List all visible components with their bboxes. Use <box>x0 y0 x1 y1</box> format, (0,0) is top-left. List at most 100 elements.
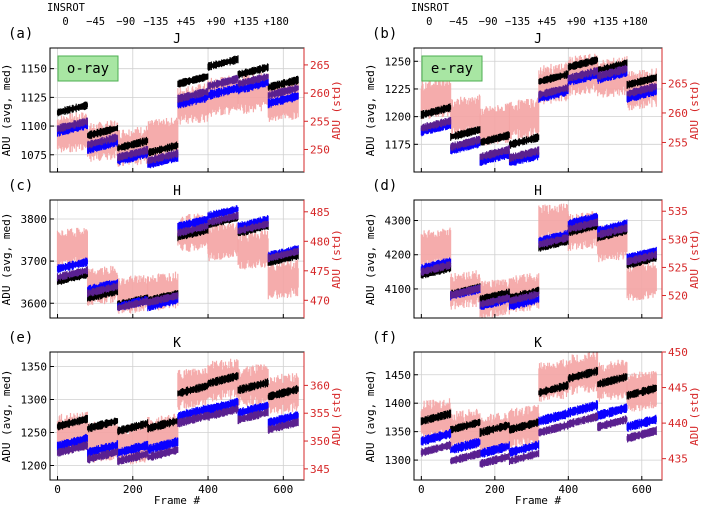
ytick-left-label: 4300 <box>385 215 412 228</box>
y-axis-label-left: ADU (avg, med) <box>364 213 377 306</box>
std-series-block <box>626 262 657 301</box>
ytick-right-label: 260 <box>668 107 688 120</box>
med-alt-series-block <box>117 146 149 161</box>
ytick-right-label: 525 <box>668 261 688 274</box>
ytick-right-label: 350 <box>310 435 330 448</box>
y-axis-label-left: ADU (avg, med) <box>364 370 377 463</box>
med-series-block <box>597 219 628 235</box>
insrot-tick: −90 <box>116 16 135 28</box>
med-alt-series-block <box>479 294 510 309</box>
avg-series-block <box>207 372 239 388</box>
avg-series-block <box>267 75 299 91</box>
med-alt-series-block <box>117 297 149 311</box>
med-series-block <box>177 216 209 231</box>
ytick-right-label: 345 <box>310 463 330 476</box>
std-series-block <box>147 271 179 311</box>
y-axis-label-left: ADU (avg, med) <box>0 64 13 157</box>
med-alt-series-block <box>87 282 119 298</box>
avg-series-block <box>237 378 269 394</box>
avg-series-block <box>87 417 119 433</box>
ytick-left-label: 1200 <box>21 459 48 472</box>
panel-label: (d) <box>372 178 397 194</box>
med-alt-series-block <box>237 408 269 425</box>
avg-series-block <box>56 101 88 117</box>
avg-series-block <box>508 133 540 149</box>
y-axis-label-right: ADU (std) <box>688 386 701 446</box>
med-alt-series-block <box>177 411 209 428</box>
med-alt-series-block <box>56 117 88 132</box>
y-axis-label-right: ADU (std) <box>330 386 343 446</box>
panel-d <box>413 199 666 319</box>
med-series-block <box>56 433 88 451</box>
std-series-block <box>508 97 540 140</box>
insrot-tick: +90 <box>567 16 586 28</box>
panel-label: (e) <box>8 330 33 346</box>
med-alt-series-block <box>626 83 657 97</box>
insrot-tick: +135 <box>593 16 618 28</box>
ytick-right-label: 475 <box>310 265 330 278</box>
med-series-block <box>177 93 209 109</box>
avg-series-block <box>237 63 269 79</box>
insrot-tick: +45 <box>537 16 556 28</box>
avg-series-block <box>87 125 119 139</box>
legend-text: o-ray <box>67 61 109 77</box>
avg-series-block <box>177 73 209 88</box>
std-series-block <box>538 359 569 402</box>
med-alt-series-block <box>87 448 119 464</box>
insrot-label: INSROT <box>47 2 86 14</box>
xtick-label: 600 <box>632 483 652 496</box>
ytick-left-label: 4100 <box>385 283 412 296</box>
med-alt-series-block <box>597 64 628 80</box>
med-alt-series-block <box>538 420 569 437</box>
med-alt-series-block <box>597 415 628 432</box>
med-series-block <box>420 428 452 446</box>
ytick-left-label: 1350 <box>21 361 48 374</box>
med-alt-series-block <box>267 84 299 99</box>
ytick-right-label: 435 <box>668 453 688 466</box>
med-alt-series <box>56 211 299 311</box>
ytick-left-label: 1300 <box>21 394 48 407</box>
ytick-right-label: 265 <box>668 77 688 90</box>
avg-series-block <box>567 366 599 383</box>
std-series-block <box>147 413 179 458</box>
avg-series-block <box>567 56 599 72</box>
xtick-label: 400 <box>558 483 578 496</box>
avg-series-block <box>420 103 452 119</box>
ytick-left-label: 1100 <box>21 120 48 133</box>
xtick-label: 600 <box>273 483 293 496</box>
ytick-left-label: 1300 <box>385 454 412 467</box>
med-alt-series-block <box>267 418 299 434</box>
panel-c <box>49 199 308 319</box>
ytick-right-label: 470 <box>310 294 330 307</box>
med-alt-series-block <box>479 145 510 161</box>
avg-series-block <box>420 409 452 426</box>
avg-series-block <box>626 384 657 400</box>
med-alt-series-block <box>147 446 179 461</box>
panel-label: (b) <box>372 26 397 42</box>
ytick-left-label: 3600 <box>21 297 48 310</box>
med-series-block <box>237 215 269 231</box>
med-alt-series-block <box>87 133 119 149</box>
avg-series-block <box>207 55 239 71</box>
med-alt-series-block <box>147 149 179 165</box>
avg-series-block <box>56 414 88 431</box>
y-axis-label-left: ADU (avg, med) <box>0 370 13 463</box>
avg-series-block <box>597 373 628 388</box>
insrot-tick: 0 <box>426 16 432 28</box>
ytick-left-label: 1450 <box>385 369 412 382</box>
med-series <box>56 397 299 458</box>
med-series-block <box>147 437 179 455</box>
insrot-tick: 0 <box>62 16 68 28</box>
insrot-tick: −45 <box>449 16 468 28</box>
med-alt-series-block <box>626 426 657 443</box>
std-series-block <box>267 259 299 300</box>
ytick-left-label: 1150 <box>21 63 48 76</box>
med-alt-series <box>420 64 657 163</box>
med-series-block <box>56 257 88 274</box>
ytick-left-label: 1200 <box>385 111 412 124</box>
std-series-block <box>538 62 569 105</box>
panel-title: J <box>173 32 181 47</box>
ytick-left-label: 1400 <box>385 397 412 410</box>
std-series-block <box>117 275 149 314</box>
std-series-block <box>597 222 628 263</box>
